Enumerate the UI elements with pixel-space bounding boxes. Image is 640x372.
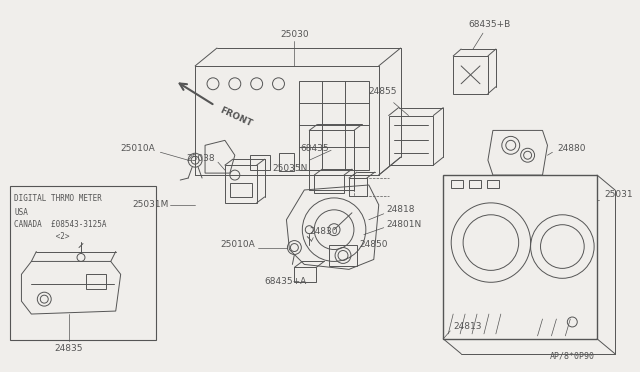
Bar (349, 178, 367, 196)
Text: AP/8*0P90: AP/8*0P90 (550, 352, 595, 361)
Text: 24813: 24813 (453, 323, 482, 331)
Text: CANADA  £08543-3125A: CANADA £08543-3125A (15, 220, 107, 229)
Bar (487, 180, 499, 188)
Text: 24801N: 24801N (387, 220, 422, 229)
Bar (309, 131, 354, 190)
Bar (10, 186, 156, 340)
Text: 24830: 24830 (309, 227, 338, 236)
Text: 25010A: 25010A (220, 240, 255, 249)
Text: 68435+A: 68435+A (264, 277, 307, 286)
Bar (250, 155, 269, 170)
Bar (469, 180, 481, 188)
Text: FRONT: FRONT (218, 106, 253, 128)
Text: 24818: 24818 (387, 205, 415, 214)
Text: 68435: 68435 (301, 144, 329, 153)
Bar (451, 180, 463, 188)
Bar (86, 274, 106, 289)
Text: DIGITAL THRMO METER: DIGITAL THRMO METER (15, 194, 102, 203)
Text: 24850: 24850 (359, 240, 387, 249)
Text: 24880: 24880 (557, 144, 586, 153)
Bar (225, 165, 257, 203)
Text: 68435+B: 68435+B (468, 20, 510, 29)
Text: 25031: 25031 (604, 190, 633, 199)
Text: 25035N: 25035N (272, 164, 307, 173)
Bar (329, 244, 357, 266)
Bar (300, 81, 369, 170)
Text: <2>: <2> (15, 232, 70, 241)
Text: 24855: 24855 (369, 87, 397, 96)
Bar (230, 183, 252, 197)
Text: 25038: 25038 (186, 154, 215, 163)
Bar (294, 267, 316, 282)
Bar (314, 175, 344, 193)
Text: 24835: 24835 (55, 344, 83, 353)
Bar (444, 175, 597, 339)
Text: USA: USA (15, 208, 28, 217)
Text: 25010A: 25010A (121, 144, 156, 153)
Text: 25031M: 25031M (132, 201, 168, 209)
Text: 25030: 25030 (280, 30, 308, 39)
Bar (280, 153, 294, 171)
